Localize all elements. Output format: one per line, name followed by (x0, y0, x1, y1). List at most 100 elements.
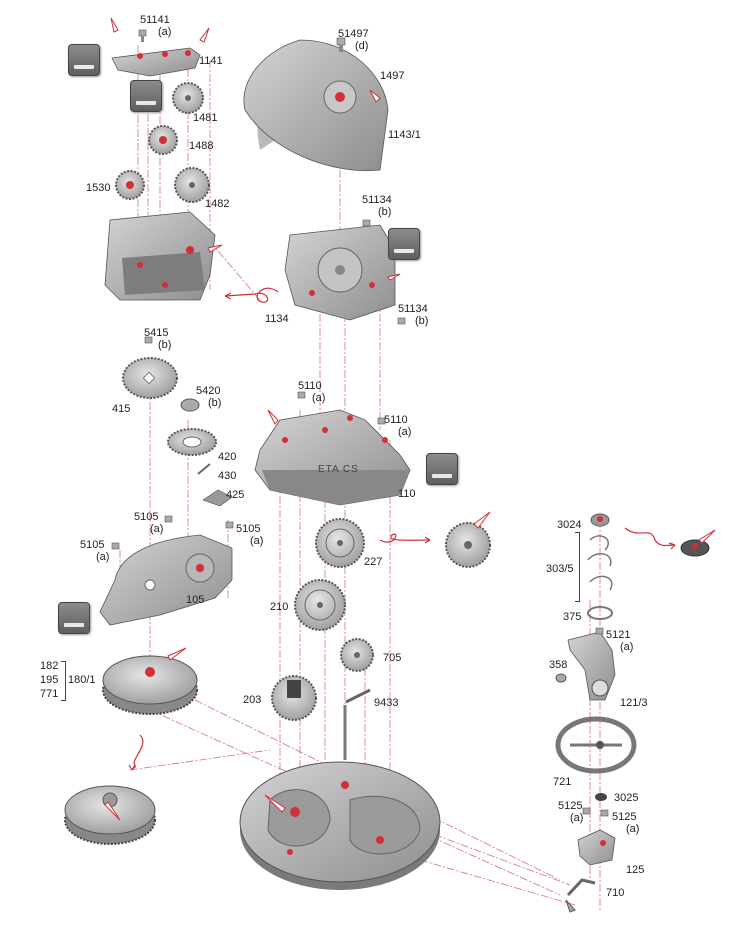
screw-358 (555, 673, 567, 683)
part-375 (587, 606, 613, 620)
reversing-wheel-1481 (172, 82, 204, 114)
oil-can-icon (130, 80, 162, 112)
label-705: 705 (383, 652, 402, 664)
label-5110-left: 5110 (298, 380, 322, 392)
label-5420: 5420 (196, 385, 221, 397)
automatic-bridge-1134 (284, 224, 396, 321)
label-5110-right: 5110 (384, 414, 408, 426)
label-1488: 1488 (189, 140, 214, 152)
screw-51497 (336, 37, 346, 52)
label-5105-right-sub: (a) (250, 535, 264, 547)
label-5415-sub: (b) (158, 339, 172, 351)
third-wheel-removed (445, 522, 491, 568)
label-1134: 1134 (265, 313, 289, 325)
ratchet-wheel-420 (167, 428, 217, 456)
pallet-bridge-125 (577, 829, 616, 866)
label-710: 710 (606, 887, 625, 899)
reversing-wheel-bridge-1141 (111, 47, 201, 77)
label-5125-left-sub: (a) (570, 812, 584, 824)
screw-51134-top (362, 219, 371, 227)
screw-51134-bottom (397, 317, 406, 325)
label-1497: 1497 (380, 70, 405, 82)
oscillating-weight-1143-1 (243, 39, 389, 172)
screw-5110-right (377, 417, 386, 425)
label-51134-top-sub: (b) (378, 206, 392, 218)
label-5420-sub: (b) (208, 397, 222, 409)
label-430: 430 (218, 470, 237, 482)
pallet-fork-710 (565, 878, 596, 913)
label-1482: 1482 (205, 198, 230, 210)
screw-5105-right (225, 521, 234, 529)
label-51141-sub: (a) (158, 26, 172, 38)
screw-5110-left (297, 391, 306, 399)
barrel-removed (64, 785, 156, 845)
label-51497: 51497 (338, 28, 369, 40)
lubrication-point-icon (104, 17, 716, 821)
label-5105-left-sub: (a) (96, 551, 110, 563)
label-5121-sub: (a) (620, 641, 634, 653)
balance-stud-removed (680, 539, 710, 557)
label-5125-left: 5125 (558, 800, 583, 812)
train-wheel-bridge-110 (254, 409, 411, 506)
barrel-bridge-105 (99, 534, 233, 626)
screw-5125-left (582, 807, 591, 815)
screw-5420 (180, 398, 200, 412)
label-3024: 3024 (557, 519, 582, 531)
label-303-5: 303/5 (546, 563, 574, 575)
reduction-wheel-1482 (174, 167, 210, 203)
click-425 (202, 489, 233, 507)
oil-can-icon (58, 602, 90, 634)
balance-bridge-121-3 (567, 631, 616, 701)
crown-wheel-415 (122, 357, 178, 399)
label-51134-top: 51134 (362, 194, 392, 206)
escape-wheel-705 (340, 638, 374, 672)
label-51497-sub: (d) (355, 40, 369, 52)
label-195: 195 (40, 674, 59, 686)
label-420: 420 (218, 451, 237, 463)
label-375: 375 (563, 611, 582, 623)
label-5121: 5121 (606, 629, 631, 641)
label-5110-left-sub: (a) (312, 392, 326, 404)
label-121-3: 121/3 (620, 697, 648, 709)
part-9433 (343, 688, 371, 760)
screw-5125-right (600, 809, 609, 817)
screw-5105-middle (164, 515, 173, 523)
label-425: 425 (226, 489, 245, 501)
label-227: 227 (364, 556, 383, 568)
label-5415: 5415 (144, 327, 169, 339)
label-1530: 1530 (86, 182, 111, 194)
barrel-complete-180-1 (102, 655, 198, 715)
shock-springs-303-5 (587, 535, 613, 591)
oil-can-icon (426, 453, 458, 485)
oil-can-icon (68, 44, 100, 76)
label-51141: 51141 (140, 14, 170, 26)
label-5110-right-sub: (a) (398, 426, 412, 438)
label-9433: 9433 (374, 697, 399, 709)
balance-721 (555, 716, 637, 774)
label-bracket (61, 661, 66, 701)
cannon-pinion-203 (271, 675, 317, 721)
label-5105-middle: 5105 (134, 511, 159, 523)
removal-arrows (128, 287, 676, 771)
label-5125-right-sub: (a) (626, 823, 640, 835)
label-51134-bottom: 51134 (398, 303, 428, 315)
label-1141: 1141 (199, 55, 223, 67)
spring-430 (197, 463, 211, 475)
label-180-1: 180/1 (68, 674, 96, 686)
label-203: 203 (243, 694, 262, 706)
oil-can-icon (388, 228, 420, 260)
third-wheel-227 (315, 518, 365, 568)
main-plate (239, 761, 441, 890)
label-358: 358 (549, 659, 568, 671)
center-wheel-210 (294, 579, 346, 631)
label-721: 721 (553, 776, 572, 788)
screw-5121 (595, 627, 604, 635)
label-182: 182 (40, 660, 59, 672)
label-210: 210 (270, 601, 289, 613)
screw-5105-left (111, 542, 120, 550)
part-3025 (595, 793, 607, 801)
label-105: 105 (186, 594, 205, 606)
label-125: 125 (626, 864, 645, 876)
